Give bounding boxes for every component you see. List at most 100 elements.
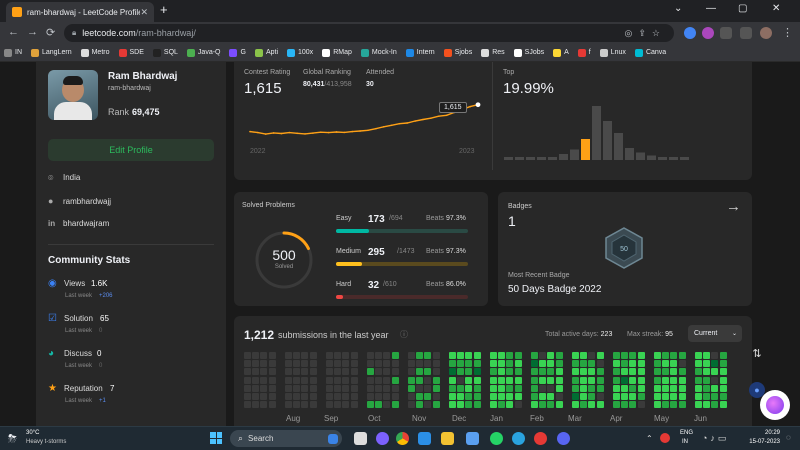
- heatmap-cell[interactable]: [580, 376, 588, 384]
- heatmap-cell[interactable]: [555, 393, 563, 400]
- heatmap-cell[interactable]: [326, 352, 333, 359]
- heatmap-cell[interactable]: [383, 368, 391, 376]
- sidebar-icon[interactable]: [740, 27, 752, 39]
- heatmap-cell[interactable]: [350, 384, 358, 392]
- minimize-icon[interactable]: —: [706, 3, 716, 14]
- heatmap-cell[interactable]: [301, 376, 309, 384]
- puzzle-icon[interactable]: [720, 27, 732, 39]
- file-explorer-icon[interactable]: [441, 432, 454, 445]
- translate-icon[interactable]: ⇅: [752, 347, 762, 360]
- heatmap-cell[interactable]: [375, 393, 383, 400]
- heatmap-cell[interactable]: [531, 376, 538, 384]
- heatmap-cell[interactable]: [350, 352, 358, 359]
- heatmap-cell[interactable]: [457, 360, 465, 368]
- heatmap-cell[interactable]: [555, 352, 563, 359]
- heatmap-cell[interactable]: [391, 384, 399, 392]
- heatmap-cell[interactable]: [367, 384, 374, 392]
- heatmap-cell[interactable]: [621, 376, 629, 384]
- heatmap-cell[interactable]: [309, 401, 317, 409]
- heatmap-cell[interactable]: [326, 393, 333, 400]
- heatmap-cell[interactable]: [621, 384, 629, 392]
- heatmap-cell[interactable]: [490, 401, 497, 409]
- heatmap-cell[interactable]: [252, 360, 260, 368]
- heatmap-cell[interactable]: [654, 368, 661, 376]
- heatmap-cell[interactable]: [449, 352, 456, 359]
- heatmap-cell[interactable]: [580, 368, 588, 376]
- heatmap-cell[interactable]: [416, 360, 424, 368]
- new-tab-button[interactable]: +: [160, 2, 168, 17]
- heatmap-cell[interactable]: [268, 368, 276, 376]
- heatmap-cell[interactable]: [703, 376, 711, 384]
- heatmap-cell[interactable]: [621, 368, 629, 376]
- heatmap-cell[interactable]: [293, 393, 301, 400]
- heatmap-cell[interactable]: [703, 393, 711, 400]
- heatmap-cell[interactable]: [711, 376, 719, 384]
- telegram-icon[interactable]: [512, 432, 525, 445]
- heatmap-cell[interactable]: [285, 352, 292, 359]
- heatmap-cell[interactable]: [547, 393, 555, 400]
- heatmap-cell[interactable]: [268, 360, 276, 368]
- heatmap-cell[interactable]: [334, 352, 342, 359]
- heatmap-cell[interactable]: [572, 352, 579, 359]
- heatmap-cell[interactable]: [670, 352, 678, 359]
- heatmap-cell[interactable]: [506, 401, 514, 409]
- heatmap-cell[interactable]: [326, 384, 333, 392]
- heatmap-cell[interactable]: [719, 368, 727, 376]
- heatmap-cell[interactable]: [342, 368, 350, 376]
- heatmap-cell[interactable]: [703, 360, 711, 368]
- heatmap-cell[interactable]: [334, 360, 342, 368]
- heatmap-cell[interactable]: [588, 376, 596, 384]
- heatmap-cell[interactable]: [268, 393, 276, 400]
- heatmap-cell[interactable]: [268, 384, 276, 392]
- heatmap-cell[interactable]: [432, 360, 440, 368]
- heatmap-cell[interactable]: [588, 401, 596, 409]
- heatmap-cell[interactable]: [539, 352, 547, 359]
- heatmap-cell[interactable]: [506, 368, 514, 376]
- heatmap-cell[interactable]: [244, 384, 251, 392]
- heatmap-cell[interactable]: [490, 393, 497, 400]
- heatmap-cell[interactable]: [367, 368, 374, 376]
- heatmap-cell[interactable]: [293, 360, 301, 368]
- heatmap-cell[interactable]: [662, 384, 670, 392]
- github-link[interactable]: rambhardwajj: [63, 197, 112, 206]
- heatmap-cell[interactable]: [711, 384, 719, 392]
- heatmap-cell[interactable]: [350, 376, 358, 384]
- heatmap-cell[interactable]: [703, 352, 711, 359]
- heatmap-cell[interactable]: [285, 384, 292, 392]
- heatmap-cell[interactable]: [588, 360, 596, 368]
- heatmap-cell[interactable]: [678, 352, 686, 359]
- heatmap-cell[interactable]: [662, 393, 670, 400]
- heatmap-cell[interactable]: [637, 352, 645, 359]
- heatmap-cell[interactable]: [662, 352, 670, 359]
- heatmap-cell[interactable]: [514, 360, 522, 368]
- heatmap-cell[interactable]: [547, 401, 555, 409]
- reload-icon[interactable]: ⟳: [46, 27, 56, 39]
- heatmap-cell[interactable]: [719, 352, 727, 359]
- avatar[interactable]: [760, 27, 772, 39]
- vscode-icon[interactable]: [418, 432, 431, 445]
- heatmap-cell[interactable]: [244, 368, 251, 376]
- heatmap-cell[interactable]: [670, 360, 678, 368]
- heatmap-cell[interactable]: [449, 401, 456, 409]
- heatmap-cell[interactable]: [654, 376, 661, 384]
- heatmap-cell[interactable]: [695, 368, 702, 376]
- heatmap-cell[interactable]: [383, 393, 391, 400]
- heatmap-cell[interactable]: [572, 384, 579, 392]
- heatmap-cell[interactable]: [629, 393, 637, 400]
- heatmap-cell[interactable]: [572, 376, 579, 384]
- heatmap-cell[interactable]: [506, 393, 514, 400]
- heatmap-cell[interactable]: [334, 401, 342, 409]
- heatmap-cell[interactable]: [285, 360, 292, 368]
- heatmap-cell[interactable]: [547, 360, 555, 368]
- heatmap-cell[interactable]: [637, 368, 645, 376]
- heatmap-cell[interactable]: [613, 393, 620, 400]
- heatmap-cell[interactable]: [432, 401, 440, 409]
- bookmark-item[interactable]: G: [229, 48, 246, 57]
- language-secondary[interactable]: IN: [682, 439, 688, 445]
- heatmap-cell[interactable]: [580, 384, 588, 392]
- bookmark-item[interactable]: Java-Q: [186, 48, 220, 57]
- heatmap-cell[interactable]: [408, 360, 415, 368]
- heatmap-cell[interactable]: [293, 376, 301, 384]
- heatmap-cell[interactable]: [350, 360, 358, 368]
- heatmap-cell[interactable]: [432, 368, 440, 376]
